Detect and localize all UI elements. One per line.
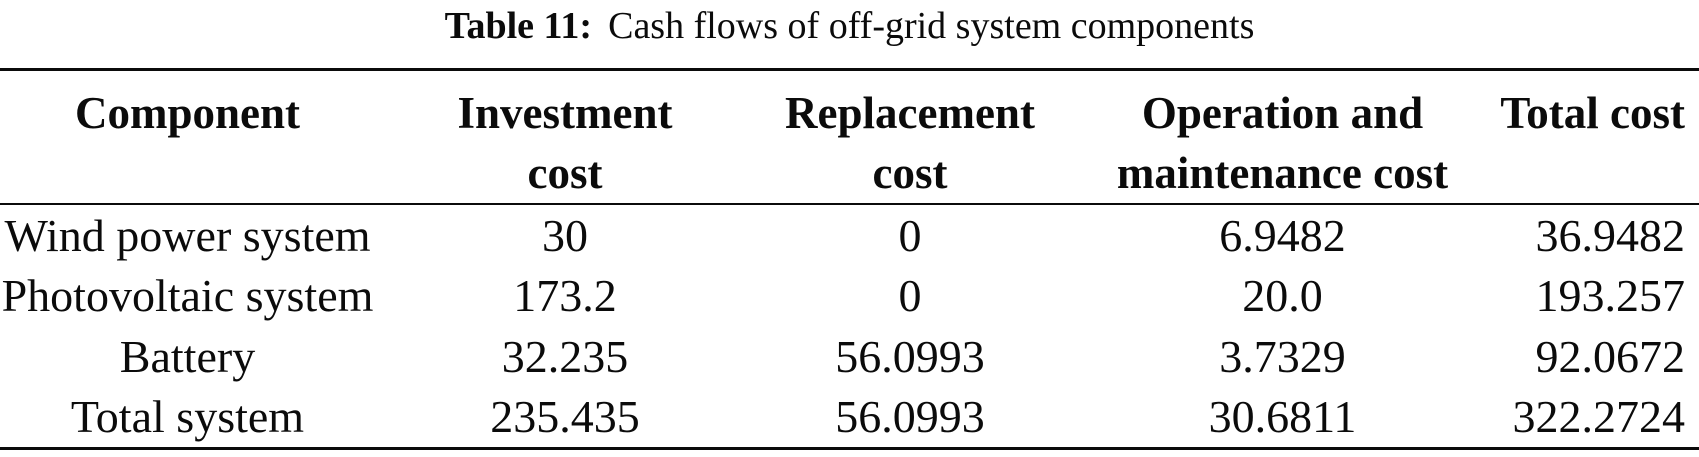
- cell-investment-cost: 173.2: [513, 270, 617, 321]
- cell-replacement-cost: 0: [898, 209, 922, 261]
- cell-total-cost: 322.2724: [1512, 391, 1686, 443]
- header-line: Investment: [457, 88, 673, 138]
- table-title: Table 11: Cash flows of off-grid system c…: [0, 0, 1699, 68]
- cell-om-cost: 3.7329: [1219, 331, 1346, 382]
- cash-flows-table: Component Investment cost Replacement co…: [0, 68, 1699, 450]
- cell-investment-cost: 235.435: [490, 391, 640, 443]
- header-line: Component: [74, 88, 301, 138]
- cell-total-cost: 36.9482: [1535, 209, 1686, 261]
- header-line: Total cost: [1500, 88, 1685, 138]
- header-line: cost: [527, 148, 603, 198]
- cell-component: Total system: [70, 391, 305, 443]
- header-line: Operation and: [1141, 88, 1424, 138]
- table-row: Wind power system 30 0 6.9482 36.9482: [0, 204, 1699, 265]
- table-row: Photovoltaic system 173.2 0 20.0 193.257: [0, 265, 1699, 326]
- cell-replacement-cost: 56.0993: [835, 331, 985, 382]
- header-row: Component Investment cost Replacement co…: [0, 69, 1699, 205]
- table-caption: Cash flows of off-grid system components: [608, 5, 1255, 47]
- table-number-label: Table 11:: [444, 5, 593, 47]
- cell-total-cost: 92.0672: [1535, 331, 1686, 382]
- cell-om-cost: 20.0: [1242, 270, 1323, 321]
- column-header-component: Component: [0, 69, 375, 205]
- header-line: maintenance cost: [1116, 148, 1449, 198]
- cell-component: Battery: [119, 331, 256, 382]
- column-header-om-cost: Operation and maintenance cost: [1065, 69, 1500, 205]
- header-line: cost: [872, 148, 948, 198]
- column-header-replacement-cost: Replacement cost: [755, 69, 1065, 205]
- cell-replacement-cost: 0: [898, 270, 922, 321]
- cell-om-cost: 6.9482: [1219, 209, 1346, 261]
- column-header-investment-cost: Investment cost: [375, 69, 755, 205]
- cell-investment-cost: 30: [542, 209, 588, 261]
- column-header-total-cost: Total cost: [1500, 69, 1699, 205]
- cell-total-cost: 193.257: [1535, 270, 1686, 321]
- header-line: Replacement: [785, 88, 1035, 138]
- table-row: Battery 32.235 56.0993 3.7329 92.0672: [0, 326, 1699, 387]
- cell-replacement-cost: 56.0993: [835, 391, 985, 443]
- cell-component: Photovoltaic system: [1, 270, 374, 321]
- cell-component: Wind power system: [4, 209, 371, 261]
- cell-om-cost: 30.6811: [1208, 391, 1357, 443]
- cell-investment-cost: 32.235: [501, 331, 629, 382]
- table-row: Total system 235.435 56.0993 30.6811 322…: [0, 387, 1699, 448]
